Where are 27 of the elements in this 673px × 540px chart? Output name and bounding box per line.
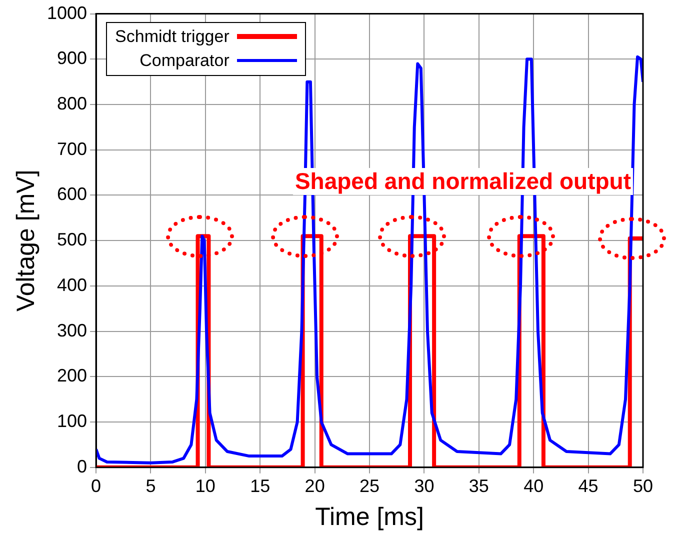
y-tick-label: 500 (56, 230, 88, 250)
x-tick-label: 0 (91, 476, 102, 496)
x-tick-label: 50 (632, 476, 654, 496)
legend-label: Comparator (140, 50, 230, 72)
x-tick-label: 20 (304, 476, 325, 496)
x-tick-label: 45 (578, 476, 598, 496)
x-tick-label: 40 (524, 476, 544, 496)
y-axis-title: Voltage [mV] (12, 170, 40, 312)
annotation: Shaped and normalized output (292, 168, 633, 196)
x-tick-label: 30 (414, 476, 434, 496)
x-tick-label: 15 (250, 476, 270, 496)
x-axis-title: Time [ms] (315, 502, 424, 531)
legend-label: Schmidt trigger (115, 26, 230, 48)
y-tick-label: 100 (56, 411, 88, 432)
y-tick-label: 800 (56, 93, 88, 114)
y-tick-label: 0 (77, 456, 88, 476)
x-tick-label: 25 (360, 476, 380, 496)
y-tick-label: 600 (56, 184, 88, 204)
x-tick-label: 10 (195, 476, 216, 496)
y-tick-label: 1000 (46, 2, 88, 23)
y-tick-label: 200 (56, 366, 88, 386)
y-tick-label: 700 (56, 138, 88, 159)
x-tick-label: 35 (468, 476, 489, 496)
x-tick-label: 5 (146, 476, 156, 496)
y-tick-label: 900 (56, 48, 88, 68)
y-tick-label: 300 (56, 320, 88, 340)
y-tick-label: 400 (56, 274, 88, 295)
